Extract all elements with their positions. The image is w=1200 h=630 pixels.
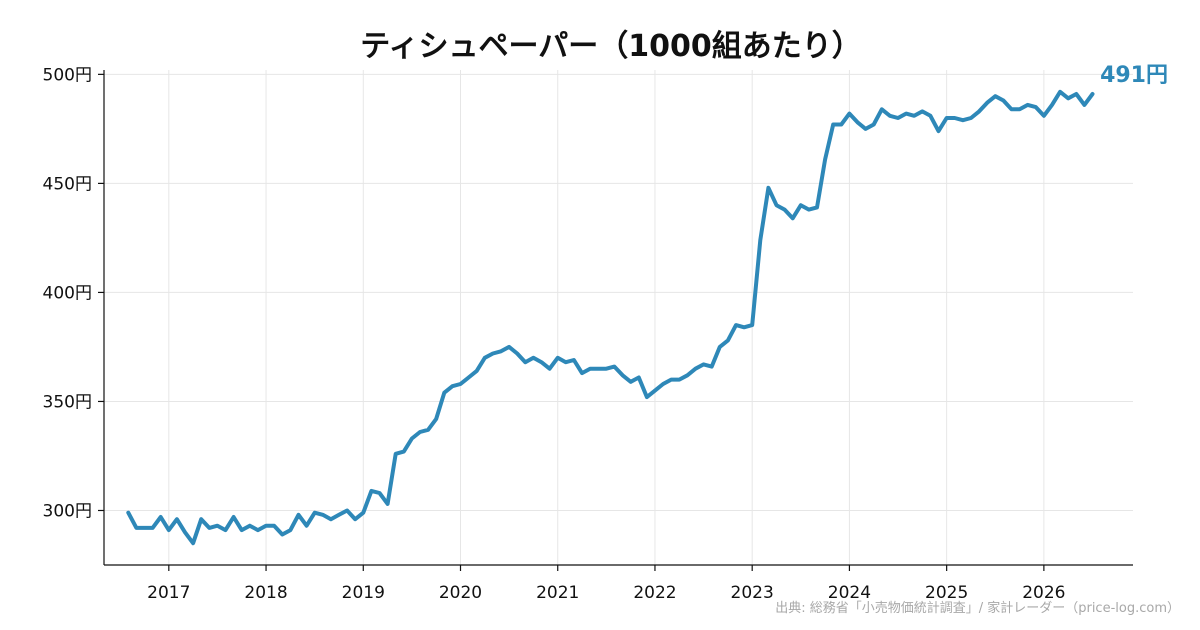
source-note: 出典: 総務省「小売物価統計調査」/ 家計レーダー（price-log.com） [775, 600, 1180, 616]
y-tick-label: 400円 [43, 283, 92, 303]
x-tick-label: 2024 [828, 583, 871, 603]
x-tick-label: 2019 [342, 583, 385, 603]
y-tick-label: 500円 [43, 65, 92, 85]
x-tick-label: 2023 [731, 583, 774, 603]
y-tick-label: 300円 [43, 501, 92, 521]
y-axis-ticks: 300円 350円 400円 450円 500円 [43, 65, 104, 521]
chart-title: ティシュペーパー（1000組あたり） [360, 29, 861, 64]
end-value-label: 491円 [1100, 63, 1168, 88]
x-tick-label: 2025 [925, 583, 968, 603]
grid-lines [104, 70, 1133, 565]
x-tick-label: 2020 [439, 583, 482, 603]
series-layer [126, 89, 1095, 546]
series-line-tissue-price [126, 89, 1095, 546]
axes [103, 70, 1133, 566]
x-tick-label: 2018 [244, 583, 287, 603]
x-tick-label: 2022 [633, 583, 676, 603]
x-tick-label: 2026 [1022, 583, 1065, 603]
x-tick-label: 2021 [536, 583, 579, 603]
x-axis-ticks: 2017 2018 2019 2020 2021 2022 2023 2024 2025 2026 [147, 565, 1066, 603]
x-tick-label: 2017 [147, 583, 190, 603]
y-tick-label: 450円 [43, 174, 92, 194]
y-tick-label: 350円 [43, 392, 92, 412]
